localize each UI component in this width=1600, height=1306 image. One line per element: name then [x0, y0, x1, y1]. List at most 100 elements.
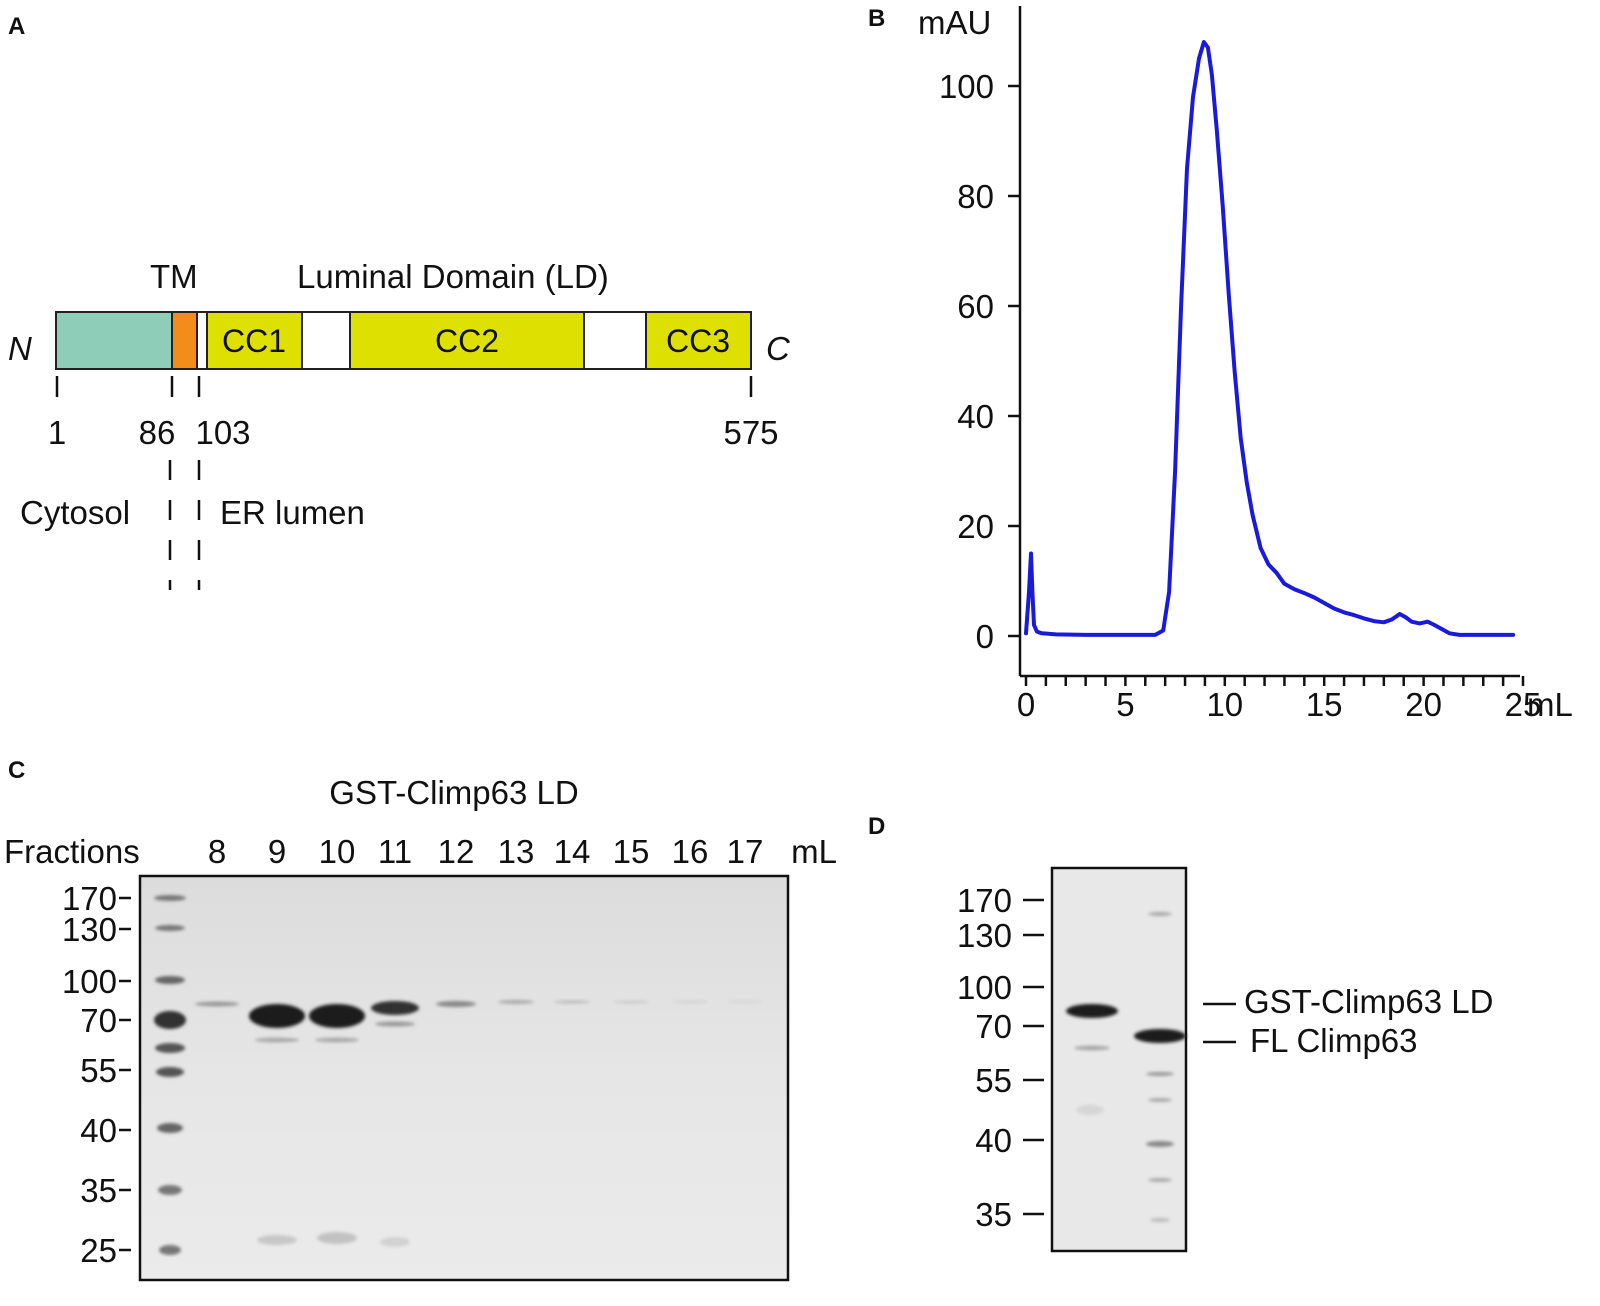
sample-band — [1148, 912, 1172, 916]
sample-band — [1146, 1141, 1174, 1147]
cc1-label: CC1 — [222, 323, 286, 359]
marker-label: 25 — [80, 1232, 117, 1269]
cc3-label: CC3 — [666, 323, 730, 359]
fraction-label: 11 — [378, 833, 412, 870]
y-tick-label: 60 — [957, 288, 994, 325]
gel-c-title: GST-Climp63 LD — [329, 774, 578, 811]
ladder-band — [154, 895, 186, 901]
band-label-fl-climp63: FL Climp63 — [1250, 1022, 1418, 1059]
panel-d-letter: D — [868, 813, 885, 840]
domain-cc1 — [206, 311, 303, 370]
position-ticks — [55, 376, 753, 397]
tm-label: TM — [150, 258, 198, 295]
chromatogram-line — [1024, 40, 1516, 637]
panel-b: B mAU 0 20 40 60 80 100 0 5 10 15 20 25 mL — [868, 4, 1573, 723]
cc2-label: CC2 — [435, 323, 499, 359]
sample-band — [727, 1000, 763, 1004]
marker-label: 55 — [975, 1062, 1012, 1099]
panel-c-letter: C — [8, 757, 25, 784]
domain-bar: CC1 CC2 CC3 — [55, 311, 752, 370]
ladder-band — [155, 976, 185, 984]
marker-label: 70 — [80, 1002, 117, 1039]
sample-band — [1146, 1072, 1174, 1076]
domain-linker — [196, 311, 208, 370]
marker-label: 70 — [975, 1008, 1012, 1045]
position-label-575: 575 — [723, 414, 778, 451]
band-label-gst-climp63-ld: GST-Climp63 LD — [1244, 983, 1493, 1020]
ladder-band — [157, 1123, 183, 1133]
cytosol-label: Cytosol — [20, 494, 130, 531]
x-tick-label: 25 — [1505, 686, 1542, 723]
gel-d-bands — [1066, 912, 1186, 1222]
y-tick-label: 80 — [957, 178, 994, 215]
domain-gap-2 — [583, 311, 647, 370]
gst-climp63-ld-band — [1066, 1004, 1118, 1018]
ladder-band — [155, 925, 185, 931]
sample-band — [672, 1000, 708, 1004]
domain-cytosolic — [55, 311, 173, 370]
marker-label: 55 — [80, 1052, 117, 1089]
fraction-label: 16 — [672, 833, 709, 870]
domain-gap-1 — [301, 311, 351, 370]
sample-band — [613, 1000, 649, 1004]
x-axis-ticks: 0 5 10 15 20 25 — [1017, 676, 1542, 723]
y-tick-label: 20 — [957, 508, 994, 545]
luminal-domain-label: Luminal Domain (LD) — [297, 258, 609, 295]
fraction-label: 8 — [208, 833, 226, 870]
domain-cc2 — [349, 311, 585, 370]
sample-band — [315, 1037, 359, 1043]
sample-band — [375, 1021, 415, 1027]
y-axis-ticks: 0 20 40 60 80 100 — [939, 68, 1020, 655]
fraction-label: 17 — [727, 833, 764, 870]
ladder-band — [159, 1245, 181, 1255]
y-tick-label: 100 — [939, 68, 994, 105]
marker-label: 130 — [62, 911, 117, 948]
sample-band — [255, 1037, 299, 1043]
position-label-103: 103 — [195, 414, 250, 451]
fraction-label: 14 — [554, 833, 591, 870]
marker-label: 40 — [975, 1122, 1012, 1159]
ladder-band — [154, 1011, 186, 1029]
sample-band — [1148, 1178, 1172, 1182]
sample-band — [1074, 1045, 1110, 1051]
sample-band — [257, 1235, 297, 1245]
x-tick-label: 5 — [1116, 686, 1134, 723]
marker-label: 100 — [62, 963, 117, 1000]
ladder-band — [158, 1185, 182, 1195]
sample-band — [498, 1000, 534, 1004]
sample-band — [1150, 1218, 1170, 1222]
membrane-dashed-lines — [168, 460, 201, 590]
fl-climp63-band — [1134, 1029, 1186, 1043]
gel-c-bands — [154, 895, 763, 1255]
gel-d-image — [1050, 866, 1188, 1253]
marker-label: 100 — [957, 969, 1012, 1006]
sample-band — [317, 1232, 357, 1244]
fraction-label: 13 — [498, 833, 535, 870]
x-tick-label: 20 — [1405, 686, 1442, 723]
sample-band — [554, 1000, 590, 1004]
marker-label: 130 — [957, 917, 1012, 954]
ladder-band — [156, 1067, 184, 1077]
x-tick-label: 0 — [1017, 686, 1035, 723]
fraction-label: 12 — [438, 833, 475, 870]
fraction-label: 10 — [319, 833, 356, 870]
sample-band — [195, 1001, 239, 1007]
sample-band — [380, 1237, 410, 1247]
marker-label: 170 — [957, 882, 1012, 919]
n-terminus-label: N — [8, 330, 32, 367]
sample-band — [371, 1001, 419, 1015]
y-tick-label: 40 — [957, 398, 994, 435]
panel-c: C GST-Climp63 LD Fractions 8 9 10 11 12 13 14 1… — [4, 757, 837, 1282]
fraction-label: 15 — [613, 833, 650, 870]
panel-a: A TM Luminal Domain (LD) N C CC1 CC2 CC3… — [8, 13, 791, 590]
sample-band — [309, 1004, 365, 1028]
fraction-labels: 8 9 10 11 12 13 14 15 16 17 — [208, 833, 764, 870]
marker-label: 35 — [80, 1172, 117, 1209]
x-axis-unit: mL — [1527, 686, 1573, 723]
fractions-label: Fractions — [4, 833, 140, 870]
sample-band — [249, 1004, 305, 1028]
position-label-86: 86 — [139, 414, 176, 451]
